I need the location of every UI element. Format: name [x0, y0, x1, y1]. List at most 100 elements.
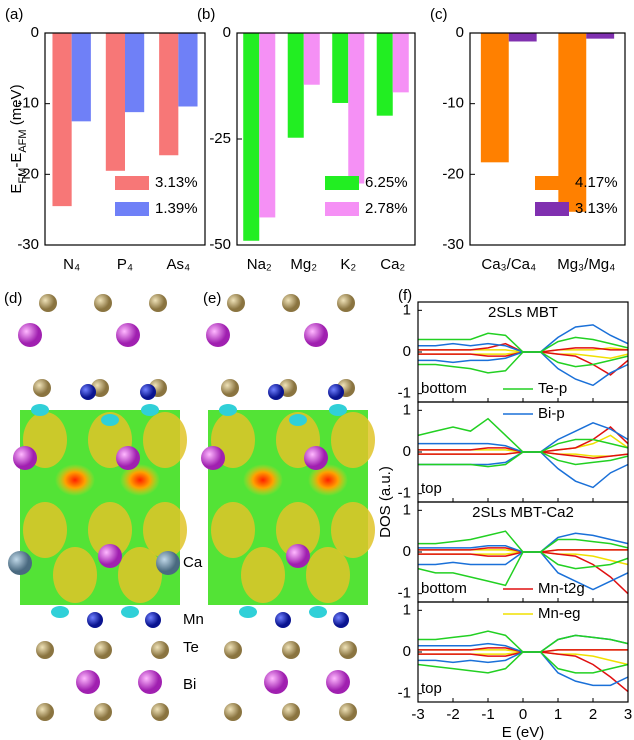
- legend-label: Mn-eg: [538, 605, 581, 622]
- bar: [71, 33, 91, 122]
- bi-atom: [98, 544, 122, 568]
- x-tick-label: 1: [554, 706, 562, 723]
- legend-label: 3.13%: [575, 200, 618, 217]
- panel-title: 2SLs MBT: [488, 304, 558, 321]
- x-axis-label: E (eV): [502, 724, 545, 740]
- y-tick-label: 0: [403, 443, 411, 460]
- y-tick-label: -30: [17, 236, 39, 253]
- y-axis-label-part: AFM: [17, 129, 29, 152]
- bi-atom: [326, 670, 350, 694]
- mn-atom: [275, 612, 291, 628]
- te-atom: [224, 703, 242, 721]
- legend-label: Mn-t2g: [538, 580, 585, 597]
- y-tick-label: 0: [403, 343, 411, 360]
- mn-atom: [268, 384, 284, 400]
- te-atom: [339, 703, 357, 721]
- axes-frame: [44, 32, 206, 246]
- isosurface-cyan: [289, 414, 307, 426]
- y-tick-label: 0: [403, 543, 411, 560]
- bi-atom: [116, 446, 140, 470]
- te-atom: [33, 379, 51, 397]
- isosurface-lobe: [211, 502, 255, 558]
- isosurface-cyan: [219, 404, 237, 416]
- bar: [303, 33, 320, 85]
- te-atom: [36, 703, 54, 721]
- charge-center: [243, 464, 283, 496]
- position-label: top: [421, 480, 442, 497]
- isosurface-cyan: [141, 404, 159, 416]
- mn-atom: [328, 384, 344, 400]
- mn-atom: [87, 612, 103, 628]
- isosurface-lobe: [331, 502, 375, 558]
- isosurface-lobe: [118, 547, 162, 603]
- legend-label: 1.39%: [155, 200, 198, 217]
- isosurface-lobe: [331, 412, 375, 468]
- axes-frame: [417, 601, 629, 703]
- te-atom: [282, 641, 300, 659]
- panel-label: (e): [203, 290, 221, 307]
- structure: [8, 294, 187, 721]
- y-tick-label: -10: [17, 95, 39, 112]
- legend-label: Te-p: [538, 380, 567, 397]
- structure: [201, 294, 375, 721]
- y-tick-label: -10: [442, 95, 464, 112]
- dos-line: [418, 426, 629, 453]
- dos-line: [418, 351, 629, 374]
- te-atom: [221, 379, 239, 397]
- isosurface-cyan: [239, 606, 257, 618]
- legend-swatch: [325, 202, 359, 216]
- charge-center: [55, 464, 95, 496]
- y-tick-label: -30: [442, 236, 464, 253]
- species-label: Te: [183, 639, 199, 656]
- x-tick-label: K₂: [340, 256, 356, 273]
- te-atom: [151, 641, 169, 659]
- te-atom: [282, 294, 300, 312]
- bar: [243, 33, 260, 241]
- legend-swatch: [535, 202, 569, 216]
- isosurface-lobe: [53, 547, 97, 603]
- bar: [105, 33, 125, 171]
- y-axis-label: DOS (a.u.): [377, 466, 394, 538]
- y-axis-label-part: FM: [17, 168, 29, 184]
- position-label: bottom: [421, 580, 467, 597]
- position-label: top: [421, 680, 442, 697]
- y-axis-label: EFM-EAFM (meV): [8, 84, 29, 193]
- y-tick-label: 1: [403, 401, 411, 418]
- x-tick-label: Mg₂: [290, 256, 317, 273]
- species-label: Ca: [183, 554, 203, 571]
- bi-atom: [201, 446, 225, 470]
- legend-label: Bi-p: [538, 405, 565, 422]
- legend-swatch: [325, 176, 359, 190]
- te-atom: [94, 641, 112, 659]
- legend-label: 6.25%: [365, 174, 408, 191]
- te-atom: [94, 294, 112, 312]
- dos-line: [417, 551, 629, 587]
- mn-atom: [145, 612, 161, 628]
- te-atom: [149, 294, 167, 312]
- legend-label: 4.17%: [575, 174, 618, 191]
- ca-atom: [156, 551, 180, 575]
- bar: [586, 33, 615, 39]
- dos-line: [418, 530, 629, 553]
- x-tick-label: Ca₃/Ca₄: [481, 256, 536, 273]
- x-tick-label: -3: [411, 706, 424, 723]
- y-tick-label: 1: [403, 501, 411, 518]
- x-tick-label: 2: [589, 706, 597, 723]
- panel-title: 2SLs MBT-Ca2: [472, 504, 574, 521]
- x-tick-label: N₄: [63, 256, 80, 273]
- bar: [125, 33, 145, 113]
- y-tick-label: -1: [398, 485, 411, 502]
- isosurface-lobe: [88, 502, 132, 558]
- dos-line: [417, 651, 629, 674]
- te-atom: [282, 703, 300, 721]
- bi-atom: [116, 323, 140, 347]
- bar: [376, 33, 393, 116]
- mn-atom: [140, 384, 156, 400]
- x-tick-label: Mg₃/Mg₄: [557, 256, 615, 273]
- panel-label: (d): [4, 290, 22, 307]
- legend-swatch: [115, 176, 149, 190]
- y-tick-label: 1: [403, 301, 411, 318]
- bi-atom: [138, 670, 162, 694]
- bar: [259, 33, 276, 218]
- y-tick-label: -1: [398, 385, 411, 402]
